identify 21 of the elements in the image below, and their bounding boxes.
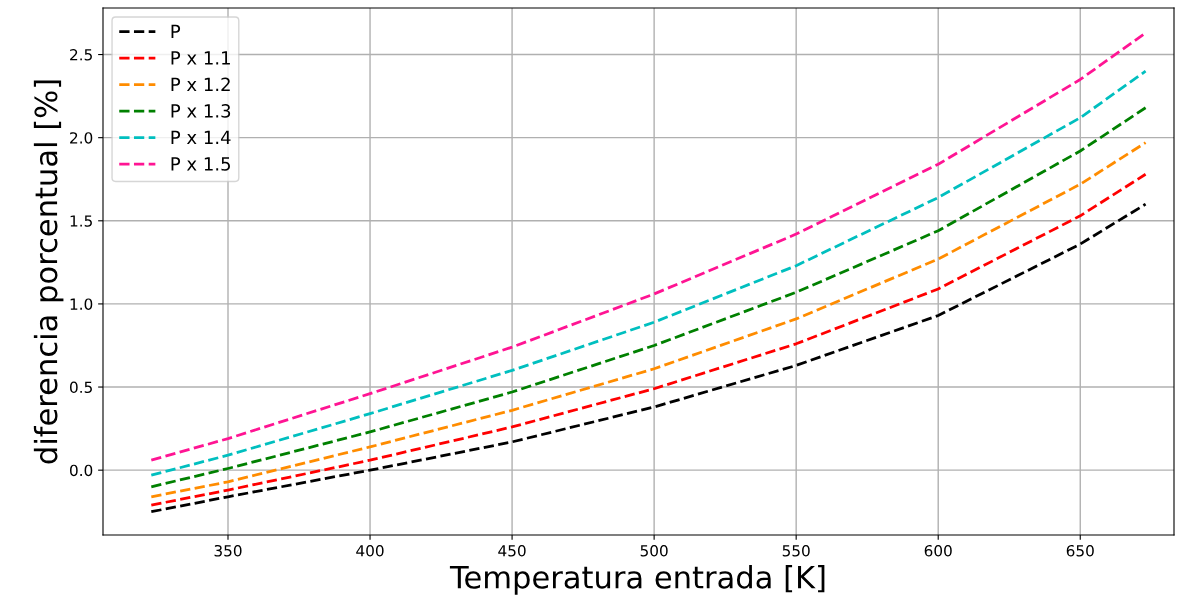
- y-tick-label: 1.5: [70, 215, 92, 227]
- y-tick-label: 2.0: [70, 132, 93, 144]
- x-tick-label: 600: [924, 544, 952, 557]
- y-tick-label: 0.5: [69, 381, 92, 394]
- legend-label: P: [171, 24, 181, 38]
- legend-label: P x 1.3: [171, 104, 231, 118]
- legend-label: P x 1.4: [171, 130, 231, 144]
- y-axis-title: diferencia porcentual [%]: [33, 80, 64, 464]
- y-tick-label: 0.0: [69, 464, 93, 477]
- x-tick-label: 400: [356, 544, 384, 557]
- x-axis-title: Temperatura entrada [K]: [449, 565, 825, 595]
- x-tick-label: 450: [498, 544, 526, 557]
- x-tick-label: 500: [640, 544, 668, 557]
- legend-label: P x 1.5: [171, 157, 230, 171]
- x-tick-label: 650: [1066, 544, 1094, 557]
- y-tick-label: 2.5: [70, 49, 92, 61]
- x-tick-label: 550: [782, 544, 810, 557]
- y-tick-label: 1.0: [70, 298, 93, 310]
- legend-label: P x 1.2: [171, 77, 230, 91]
- x-tick-label: 350: [214, 544, 242, 557]
- legend-label: P x 1.1: [171, 51, 230, 65]
